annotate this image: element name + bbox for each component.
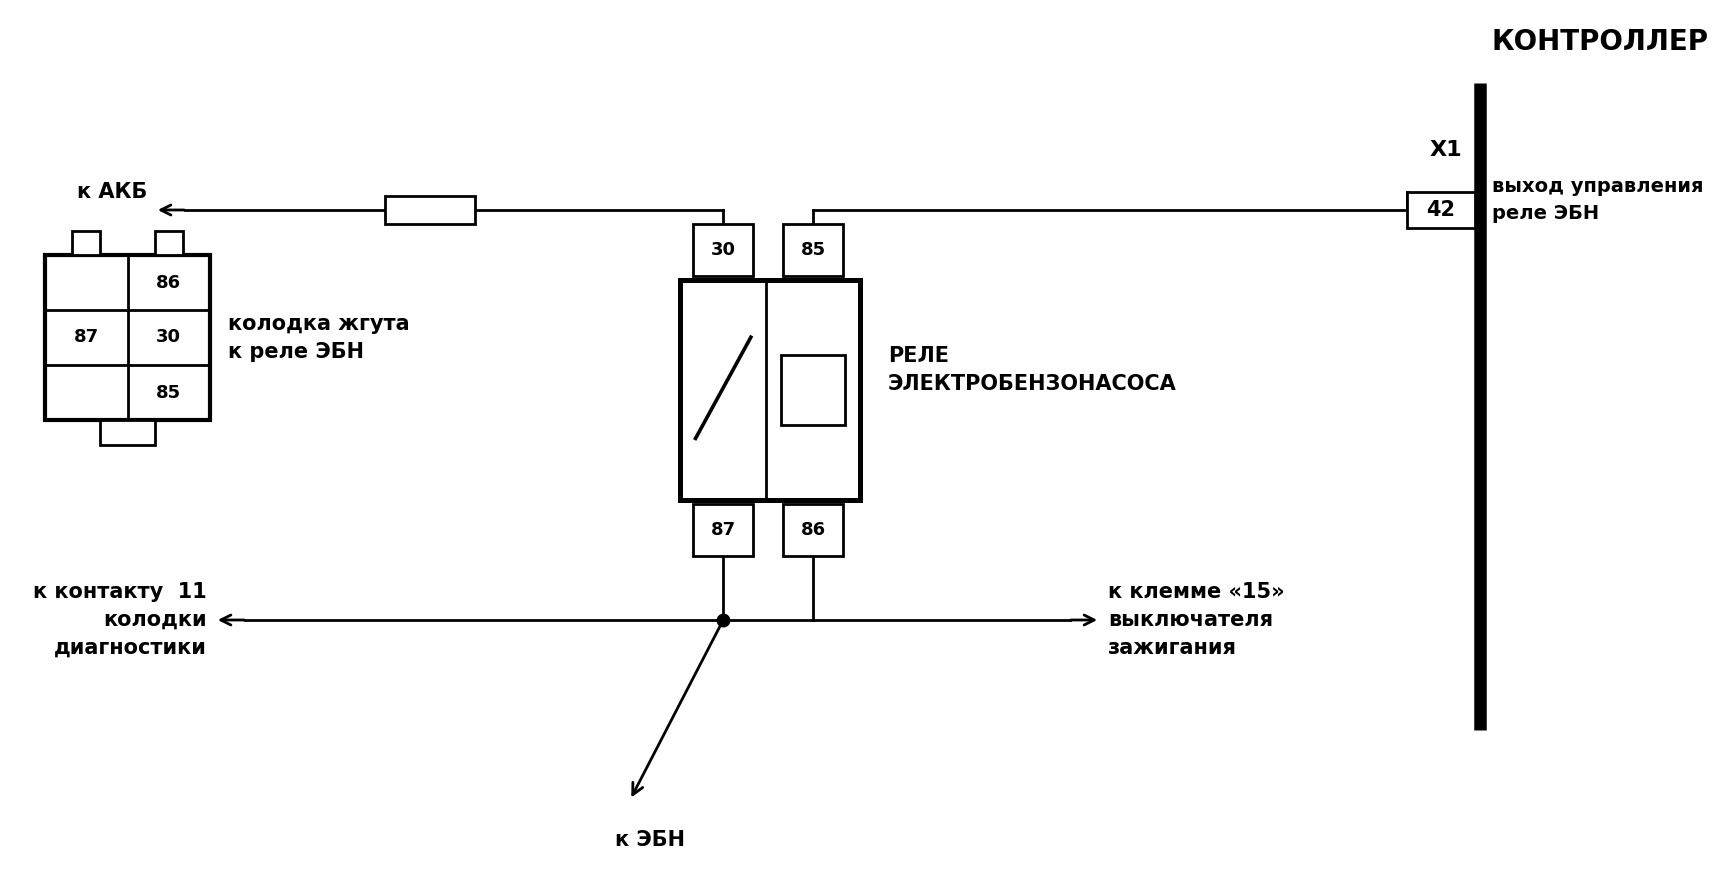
Text: 85: 85 <box>800 241 826 259</box>
Bar <box>783 224 843 276</box>
Text: РЕЛЕ
ЭЛЕКТРОБЕНЗОНАСОСА: РЕЛЕ ЭЛЕКТРОБЕНЗОНАСОСА <box>888 346 1177 394</box>
Bar <box>73 231 100 255</box>
Bar <box>385 196 475 224</box>
Bar <box>45 255 211 420</box>
Text: 87: 87 <box>74 329 98 346</box>
Text: 85: 85 <box>156 384 181 401</box>
Bar <box>681 280 861 500</box>
Bar <box>1407 192 1476 228</box>
Text: к ЭБН: к ЭБН <box>615 830 684 850</box>
Text: 30: 30 <box>156 329 181 346</box>
Bar <box>693 224 753 276</box>
Text: к клемме «15»
выключателя
зажигания: к клемме «15» выключателя зажигания <box>1108 582 1284 658</box>
Bar <box>156 231 183 255</box>
Bar <box>693 504 753 556</box>
Text: КОНТРОЛЛЕР: КОНТРОЛЛЕР <box>1491 28 1709 56</box>
Bar <box>783 504 843 556</box>
Text: выход управления
реле ЭБН: выход управления реле ЭБН <box>1491 177 1704 223</box>
Bar <box>781 355 845 425</box>
Text: X1: X1 <box>1429 140 1462 160</box>
Text: 86: 86 <box>156 274 181 292</box>
Text: к АКБ: к АКБ <box>76 182 147 202</box>
Text: 42: 42 <box>1427 200 1455 220</box>
Text: 30: 30 <box>710 241 736 259</box>
Text: 87: 87 <box>710 521 736 539</box>
Text: к контакту  11
колодки
диагностики: к контакту 11 колодки диагностики <box>33 582 207 658</box>
Text: 86: 86 <box>800 521 826 539</box>
Text: колодка жгута
к реле ЭБН: колодка жгута к реле ЭБН <box>228 314 410 362</box>
Bar <box>100 420 156 445</box>
